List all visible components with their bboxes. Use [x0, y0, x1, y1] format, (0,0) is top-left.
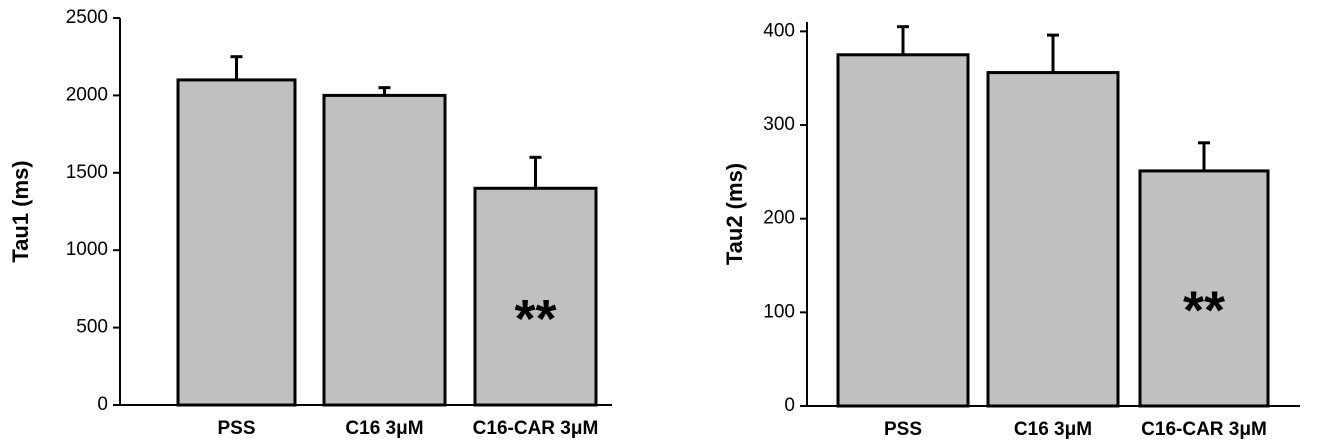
y-axis-label: Tau1 (ms) — [8, 160, 33, 262]
y-tick-label: 1000 — [66, 239, 108, 260]
bar — [322, 93, 447, 407]
bar — [986, 71, 1120, 408]
x-tick-label: C16 3μM — [345, 418, 423, 439]
x-tick-label: PSS — [217, 418, 255, 439]
y-tick-label: 500 — [76, 317, 108, 338]
y-tick-label: 2000 — [66, 84, 108, 105]
y-tick-label: 0 — [97, 394, 108, 415]
bar — [176, 78, 297, 407]
y-tick-label: 2500 — [66, 7, 108, 28]
y-axis-label: Tau2 (ms) — [722, 163, 747, 265]
y-tick-label: 100 — [763, 301, 795, 322]
significance-mark: ** — [514, 289, 556, 349]
y-tick-label: 400 — [763, 20, 795, 41]
significance-mark: ** — [1183, 281, 1225, 341]
x-tick-label: PSS — [884, 419, 922, 440]
y-tick-label: 300 — [763, 114, 795, 135]
y-tick-label: 1500 — [66, 162, 108, 183]
y-tick-label: 0 — [784, 395, 795, 416]
y-tick-label: 200 — [763, 208, 795, 229]
bar — [473, 186, 598, 407]
x-tick-label: C16-CAR 3μM — [1141, 419, 1267, 440]
bar — [836, 53, 970, 408]
x-tick-label: C16-CAR 3μM — [473, 418, 599, 439]
x-tick-label: C16 3μM — [1014, 419, 1092, 440]
